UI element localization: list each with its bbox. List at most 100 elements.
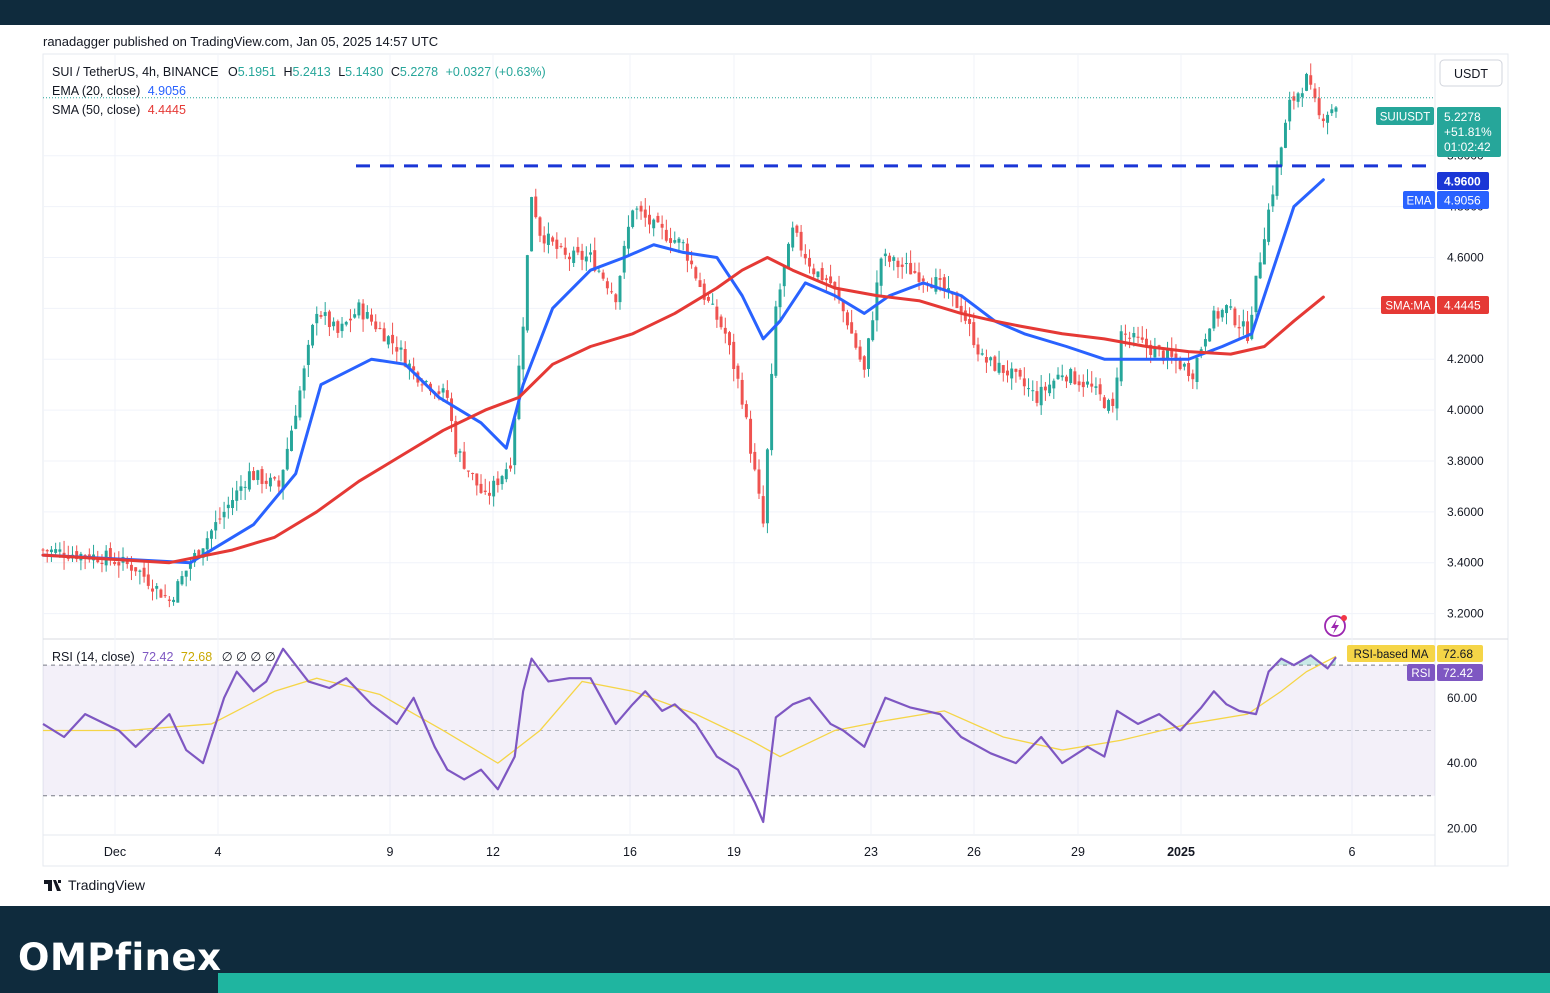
candle-body: [108, 548, 112, 560]
candle-body: [711, 303, 715, 305]
header-bar: [0, 0, 1550, 25]
candle-body: [934, 277, 938, 292]
candle-body: [1279, 147, 1283, 167]
sma-tag-label: SMA:MA: [1385, 301, 1431, 313]
candle-body: [517, 365, 521, 420]
candle-body: [412, 366, 416, 371]
candle-body: [1166, 349, 1170, 360]
candle-body: [1001, 365, 1005, 373]
candle-body: [315, 313, 319, 324]
candle-body: [348, 318, 352, 321]
candle-body: [761, 496, 765, 524]
legend-ema-value: 4.9056: [148, 84, 186, 98]
rsi-scale[interactable]: 20.00 40.00 60.00: [1447, 691, 1477, 836]
candle-body: [673, 240, 677, 243]
candle-body: [49, 549, 53, 553]
candle-body: [997, 362, 1001, 373]
candle-body: [1220, 309, 1224, 318]
time-scale[interactable]: Dec 4 9 12 16 19 23 26 29 2025 6: [104, 845, 1356, 859]
candle-body: [955, 292, 959, 308]
candle-body: [142, 567, 146, 577]
candle-body: [601, 272, 605, 279]
price-tick-label: 4.2000: [1447, 352, 1484, 366]
candle-body: [235, 490, 239, 501]
ema-tag: EMA 4.9056: [1403, 191, 1489, 209]
candle-body: [1094, 386, 1098, 388]
candle-body: [850, 322, 854, 334]
candle-body: [854, 333, 858, 348]
rsi-overbought-fill: [1255, 655, 1336, 666]
rsi-ma-tag-value-bg: [1437, 645, 1483, 662]
currency-button[interactable]: [1439, 59, 1503, 87]
candle-body: [407, 363, 411, 368]
candle-body: [218, 518, 222, 520]
price-pane: [41, 63, 1338, 608]
candle-body: [66, 557, 70, 559]
candle-body: [1292, 96, 1296, 101]
candle-body: [382, 328, 386, 342]
candle-body: [656, 215, 660, 223]
legend-low-value: 5.1430: [345, 65, 383, 79]
legend-ema-label: EMA (20, close): [52, 84, 140, 98]
candle-body: [1039, 386, 1043, 406]
candle-body: [75, 551, 79, 560]
rsi-tag-label-bg: [1407, 664, 1435, 681]
candle-body: [1246, 321, 1250, 342]
lightning-icon[interactable]: [1324, 615, 1347, 637]
candle-body: [361, 303, 365, 320]
candle-body: [728, 332, 731, 346]
candle-body: [980, 353, 984, 355]
rsi-ma-line: [43, 655, 1337, 764]
candle-body: [740, 379, 744, 405]
candle-body: [1288, 99, 1292, 122]
candle-body: [159, 589, 163, 598]
legend-sma-value: 4.4445: [148, 103, 186, 117]
candle-body: [546, 233, 550, 245]
legend-sma: SMA (50, close) 4.4445: [52, 103, 186, 117]
candle-body: [1128, 337, 1132, 339]
candle-body: [972, 322, 976, 346]
candle-body: [942, 277, 946, 291]
candle-body: [483, 490, 487, 492]
candle-body: [862, 356, 866, 370]
chart-area[interactable]: ranadagger published on TradingView.com,…: [0, 25, 1550, 906]
candle-body: [1060, 375, 1064, 378]
candle-body: [1140, 337, 1144, 340]
candle-body: [896, 260, 900, 268]
candle-body: [365, 312, 369, 319]
brand-logo: OMPfinex: [18, 936, 222, 979]
rsi-tick-label: 40.00: [1447, 756, 1477, 770]
candle-body: [1178, 359, 1182, 370]
rsi-pane: [42, 647, 1435, 824]
candle-body: [706, 296, 710, 301]
candle-body: [534, 196, 538, 218]
candle-body: [816, 271, 820, 277]
candle-body: [845, 312, 849, 326]
candle-body: [1267, 209, 1271, 242]
candle-body: [1107, 400, 1111, 411]
candle-body: [475, 473, 479, 486]
candle-body: [984, 356, 988, 363]
candle-body: [1203, 339, 1207, 347]
candle-body: [1309, 75, 1313, 85]
candle-body: [1018, 369, 1022, 377]
candle-body: [824, 278, 828, 281]
time-tick-label: 12: [486, 845, 500, 859]
candle-body: [976, 344, 980, 355]
candle-body: [340, 323, 344, 332]
candle-body: [622, 245, 626, 273]
currency-label: USDT: [1454, 67, 1488, 81]
candle-body: [471, 472, 475, 474]
candle-body: [1233, 308, 1237, 326]
candle-body: [1262, 239, 1266, 265]
candle-body: [698, 280, 702, 288]
candle-body: [496, 478, 500, 486]
candle-body: [1326, 114, 1330, 123]
candle-body: [631, 210, 635, 227]
candle-body: [332, 321, 336, 327]
rsi-legend-value: 72.42: [142, 650, 173, 664]
candle-body: [812, 268, 816, 275]
candle-body: [226, 504, 230, 509]
candle-body: [913, 271, 917, 273]
candle-body: [930, 286, 934, 289]
